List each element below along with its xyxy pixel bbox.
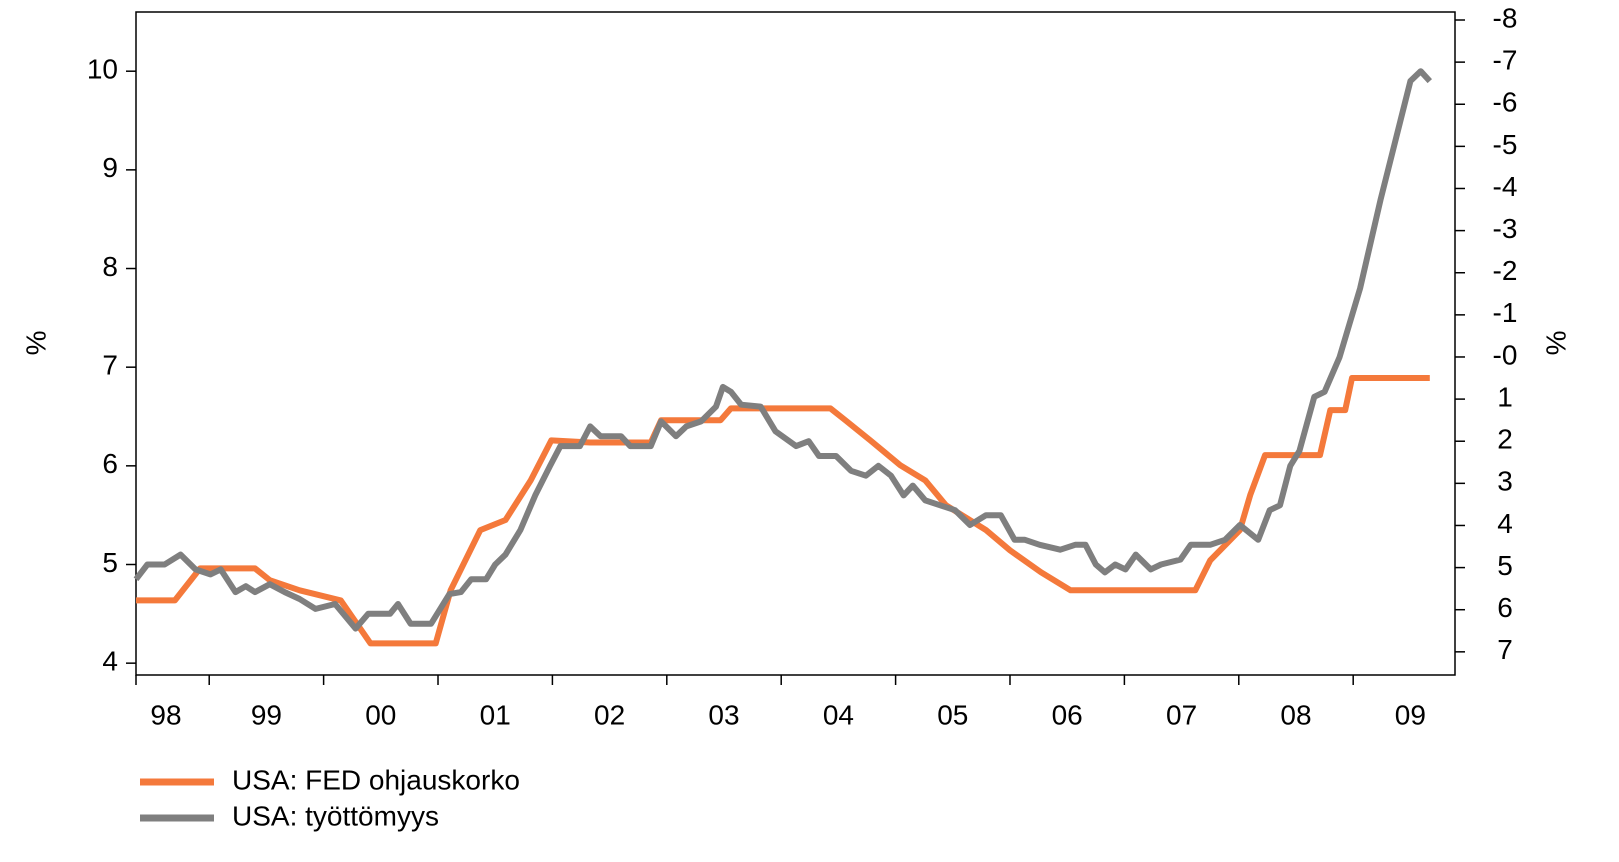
x-tick-label: 01 [480,699,511,730]
x-tick-label: 07 [1166,699,1197,730]
y2-tick-label: -7 [1493,45,1518,76]
y2-tick-label: -4 [1493,171,1518,202]
y2-tick-label: 1 [1497,381,1513,412]
y2-tick-label: 2 [1497,424,1513,455]
y2-tick-label: -0 [1493,339,1518,370]
x-tick-label: 00 [365,699,396,730]
x-tick-label: 03 [708,699,739,730]
legend-label: USA: FED ohjauskorko [232,764,520,795]
y2-axis-label: % [1541,331,1572,356]
y-tick-label: 4 [102,646,118,677]
y2-tick-label: -6 [1493,87,1518,118]
y2-tick-label: -3 [1493,213,1518,244]
y-tick-label: 10 [87,54,118,85]
y-tick-label: 9 [102,152,118,183]
series-line [133,68,1433,632]
y-tick-label: 8 [102,251,118,282]
series-line [136,375,1430,647]
x-tick-label: 08 [1280,699,1311,730]
x-tick-label: 09 [1395,699,1426,730]
y2-tick-label: -1 [1493,297,1518,328]
y2-tick-label: 3 [1497,466,1513,497]
y-tick-label: 7 [102,350,118,381]
x-tick-label: 06 [1052,699,1083,730]
y2-tick-label: -5 [1493,129,1518,160]
y2-tick-label: -2 [1493,255,1518,286]
y2-tick-label: 5 [1497,550,1513,581]
y-tick-label: 6 [102,448,118,479]
x-tick-label: 02 [594,699,625,730]
y2-tick-label: -8 [1493,2,1518,33]
x-tick-label: 04 [823,699,854,730]
x-tick-label: 98 [150,699,181,730]
x-tick-label: 05 [937,699,968,730]
y-axis-label: % [21,331,52,356]
x-tick-label: 99 [251,699,282,730]
y2-tick-label: 6 [1497,592,1513,623]
y2-tick-label: 4 [1497,508,1513,539]
plot-frame [135,11,1456,676]
y2-tick-label: 7 [1497,634,1513,665]
legend-label: USA: työttömyys [232,800,439,831]
y-tick-label: 5 [102,547,118,578]
